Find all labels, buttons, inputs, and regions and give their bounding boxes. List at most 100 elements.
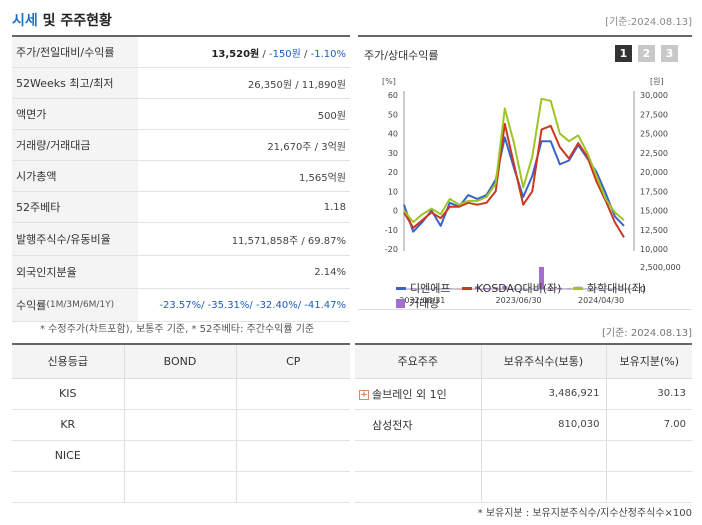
reference-date: [기준:2024.08.13] [605,17,692,28]
legend-swatch [572,287,583,290]
agency-cell: KIS [12,378,124,410]
cp-cell [235,471,350,503]
quote-label: 액면가 [12,99,138,129]
right-tick-label: 17,500 [640,187,668,196]
title-rest: 및 주주현황 [37,13,112,29]
legend-swatch [461,287,472,290]
column-header: CP [235,344,350,379]
quote-row-price: 주가/전일대비/수익률 13,520원 / -150원 / -1.10% [12,37,350,68]
quote-value: 1,565억원 [298,172,346,184]
cp-cell [235,378,350,410]
bond-cell [123,378,236,410]
volume-bar [548,288,554,289]
quote-row-shares: 발행주식수/유동비율 11,571,858주 / 69.87% [12,223,350,256]
left-tick-label: -10 [385,226,398,235]
section-title: 시세 및 주주현황 [12,10,112,30]
table-row: KR [12,409,350,441]
volume-bar [447,288,453,289]
quote-row-returns: 수익률 (1M/3M/6M/1Y) -23.57%/ -35.31%/ -32.… [12,289,350,322]
volume-bar [484,288,489,289]
quote-row-52weeks: 52Weeks 최고/최저 26,350원 / 11,890원 [12,68,350,99]
right-tick-label: 20,000 [640,168,668,177]
table-row [355,471,692,503]
agency-cell: KR [12,409,124,441]
legend-label: 디엔에프 [410,282,451,295]
volume-bar [511,288,517,289]
volume-bar [419,288,425,290]
left-tick-label: 0 [393,207,398,216]
quote-label: 외국인지분율 [12,256,138,288]
x-tick-label: 2022/08/31 [399,296,445,305]
legend-label: KOSDAQ대비(좌) [475,282,562,295]
quote-label: 수익률 (1M/3M/6M/1Y) [12,289,138,321]
x-tick-label: 2023/06/30 [496,296,542,305]
x-tick-label: 2024/04/30 [578,296,624,305]
volume-bar [493,287,499,289]
quote-table: 주가/전일대비/수익률 13,520원 / -150원 / -1.10% 52W… [12,35,350,322]
volume-bar [594,288,599,290]
series-line [403,136,625,233]
volume-bar [566,288,572,289]
legend-label: 거래량 [409,297,440,310]
quote-row-foreign: 외국인지분율 2.14% [12,256,350,289]
volume-bar [539,266,544,289]
left-tick-label: 50 [388,110,398,119]
right-tick-label: 10,000 [640,245,668,254]
quote-row-volume: 거래량/거래대금 21,670주 / 3억원 [12,130,350,161]
volume-bar [529,288,535,290]
table-header-row: 신용등급 BOND CP [12,344,350,379]
left-tick-label: 40 [388,130,398,139]
table-row [355,440,692,472]
agency-cell [12,471,124,503]
quote-value: 2.14% [314,266,346,278]
quote-value: 11,571,858주 / 69.87% [231,235,346,247]
pct-cell: 7.00 [605,409,692,441]
title-highlight: 시세 [12,13,38,29]
shareholders-table: 주요주주 보유주식수(보통) 보유지분(%) + 솔브레인 외 1인 3,486,… [355,343,692,503]
cp-cell [235,440,350,472]
quote-row-beta: 52주베타 1.18 [12,192,350,223]
table-row: KIS [12,378,350,410]
quote-value: 1.18 [323,201,346,213]
pct-cell [605,471,692,503]
column-header: 보유지분(%) [605,344,692,379]
legend-item: KOSDAQ대비(좌) [461,281,562,296]
legend-item: 화학대비(좌) [572,281,647,296]
volume-bar [520,288,526,290]
chart-page-1-button[interactable]: 1 [615,45,632,62]
price-chart: [%] [원] 60 50 40 30 20 10 0 -10 -20 30,000 27,500 25,… [382,77,681,305]
price-value: 13,520원 [211,48,260,60]
left-tick-label: -20 [385,245,398,254]
quote-row-par: 액면가 500원 [12,99,350,130]
right-axis-unit: [원] [650,77,664,86]
right-tick-label: 12,500 [640,226,668,235]
left-tick-label: 30 [388,149,398,158]
volume-bar [603,288,609,290]
quote-label: 시가총액 [12,161,138,191]
shares-cell: 3,486,921 [480,378,606,410]
section-header: 시세 및 주주현황 [기준:2024.08.13] [12,8,692,30]
sep: / [259,48,269,60]
expand-plus-icon[interactable]: + [359,389,369,400]
left-tick-label: 20 [388,168,398,177]
sep: / [300,48,311,60]
chart-page-2-button[interactable]: 2 [638,45,655,62]
quote-label: 52주베타 [12,192,138,222]
table-header-row: 주요주주 보유주식수(보통) 보유지분(%) [355,344,692,379]
table-row [12,471,350,503]
returns-periods: (1M/3M/6M/1Y) [46,300,115,310]
returns-value: -23.57%/ -35.31%/ -32.40%/ -41.47% [159,299,346,311]
right-tick-label: 15,000 [640,207,668,216]
volume-tick-label: 2,500,000 [640,263,681,272]
shares-cell [480,440,606,472]
volume-bar [429,288,434,290]
holder-name[interactable]: 솔브레인 외 1인 [372,387,447,401]
volume-bar [612,288,618,290]
chart-title: 주가/상대수익률 [364,49,439,62]
chart-page-3-button[interactable]: 3 [661,45,678,62]
legend-item: 거래량 [396,296,439,311]
legend-swatch [396,299,405,308]
legend-label: 화학대비(좌) [586,282,647,295]
quote-value: 21,670주 / 3억원 [267,141,346,153]
quote-value: 500원 [317,110,346,122]
